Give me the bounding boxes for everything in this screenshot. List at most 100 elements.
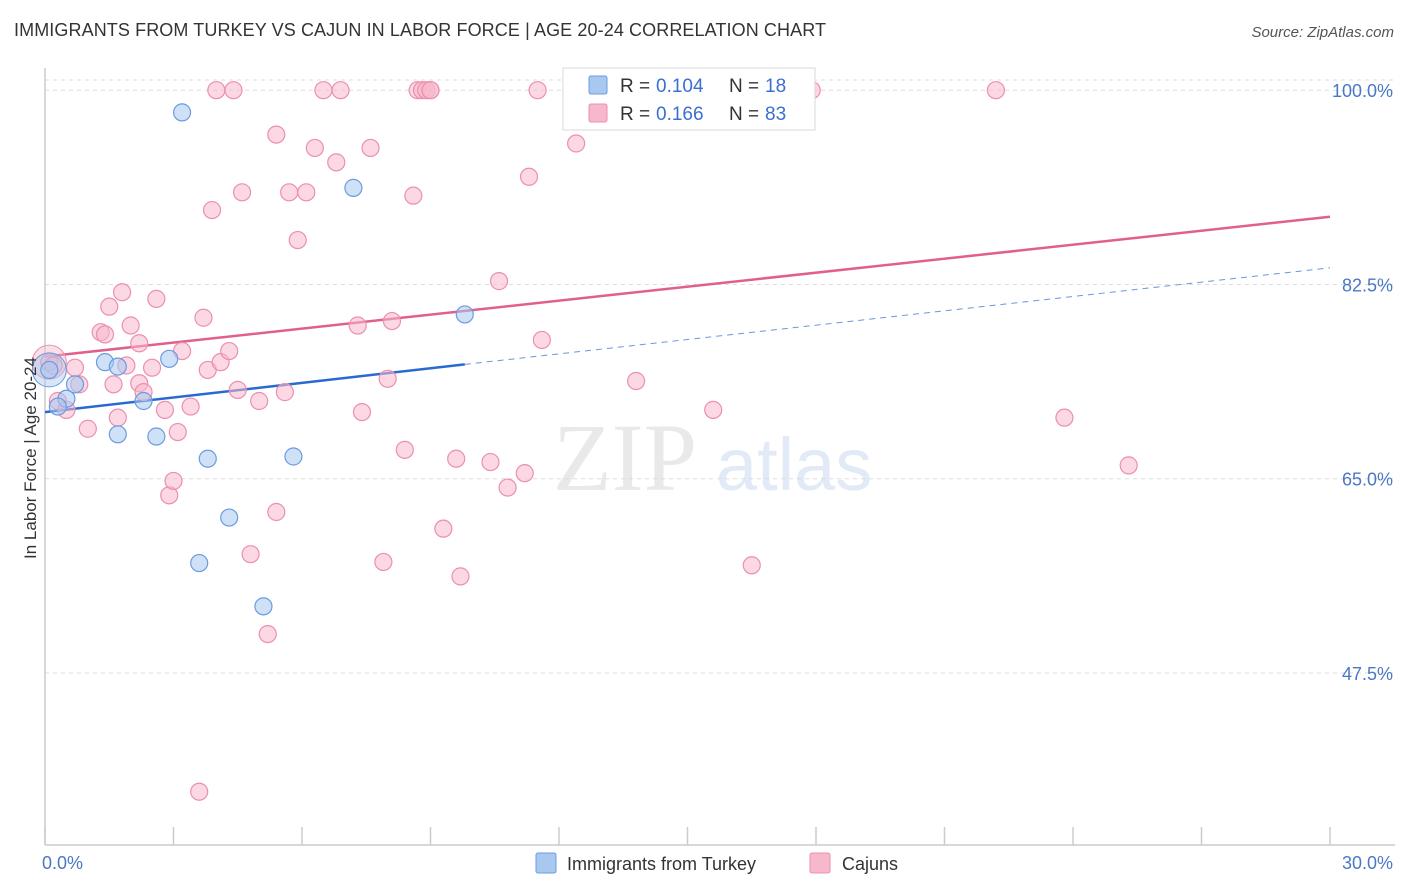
data-point-cajun [528, 81, 547, 100]
y-axis-label: In Labor Force | Age 20-24 [21, 357, 40, 559]
data-point-cajun [532, 330, 551, 350]
data-point-cajun [95, 325, 115, 344]
watermark-atlas: atlas [716, 423, 872, 506]
trend-line-cajun [44, 215, 1331, 358]
data-point-cajun [378, 369, 397, 388]
legend-n-value: 83 [765, 104, 786, 125]
watermark: ZIP atlas [553, 404, 872, 511]
data-point-cajun [986, 81, 1006, 100]
gridlines [45, 79, 1395, 674]
data-point-cajun [112, 283, 132, 302]
data-point-cajun [305, 138, 324, 158]
data-point-cajun [626, 371, 646, 391]
data-point-cajun [498, 478, 517, 497]
data-point-turkey [172, 103, 192, 122]
data-point-cajun [447, 449, 466, 468]
data-point-cajun [361, 138, 380, 158]
data-point-cajun [382, 311, 402, 331]
data-point-cajun [202, 200, 222, 220]
x-tick-label-min: 0.0% [42, 853, 83, 873]
data-point-cajun [130, 334, 149, 353]
data-point-turkey [344, 178, 363, 197]
data-point-cajun [190, 782, 209, 801]
data-point-cajun [220, 341, 239, 361]
data-point-cajun [421, 81, 440, 100]
source-label: Source: ZipAtlas.com [1251, 24, 1394, 41]
legend-n-label: N = [729, 104, 759, 125]
series-legend: Immigrants from Turkey Cajuns [535, 852, 898, 874]
data-point-turkey [455, 305, 474, 324]
data-point-cajun [519, 167, 539, 186]
data-point-turkey [147, 427, 166, 446]
data-point-cajun [207, 81, 226, 100]
data-point-cajun [515, 464, 534, 483]
data-point-turkey [40, 360, 59, 380]
legend-swatch-turkey [588, 75, 608, 95]
data-point-turkey [220, 508, 239, 527]
data-point-cajun [481, 452, 500, 472]
data-point-turkey [108, 357, 127, 376]
data-point-turkey [198, 449, 217, 468]
bottom-legend-swatch-turkey [535, 852, 557, 874]
data-point-cajun [348, 316, 367, 335]
data-point-cajun [314, 81, 333, 100]
data-point-turkey [48, 397, 67, 416]
trend-line-turkey [44, 363, 465, 414]
data-point-cajun [142, 358, 162, 377]
y-tick-label: 47.5% [1342, 664, 1393, 684]
data-point-cajun [742, 556, 761, 575]
legend-r-value: 0.166 [656, 104, 704, 125]
axes [44, 68, 1395, 846]
legend-r-label: R = [620, 76, 650, 97]
data-point-cajun [297, 183, 316, 202]
data-point-turkey [134, 391, 153, 411]
legend-n-label: N = [729, 76, 759, 97]
x-tick-label-max: 30.0% [1342, 853, 1393, 873]
trend-lines [44, 215, 1331, 414]
data-point-cajun [121, 316, 140, 335]
data-point-turkey [190, 553, 209, 573]
data-point-cajun [108, 408, 127, 427]
data-point-cajun [1055, 408, 1074, 427]
data-point-cajun [267, 502, 286, 522]
data-point-cajun [288, 230, 307, 250]
data-point-cajun [147, 289, 166, 308]
data-points [31, 81, 1138, 801]
data-point-cajun [327, 153, 346, 172]
legend-r-value: 0.104 [656, 76, 704, 97]
data-point-cajun [155, 400, 175, 419]
y-tick-label: 100.0% [1332, 81, 1393, 101]
legend-r-label: R = [620, 104, 650, 125]
chart-title: IMMIGRANTS FROM TURKEY VS CAJUN IN LABOR… [14, 20, 827, 40]
data-point-turkey [160, 349, 179, 368]
trend-line-ext-turkey [464, 267, 1331, 365]
data-point-cajun [1119, 456, 1138, 475]
data-point-cajun [250, 391, 269, 411]
data-point-cajun [241, 545, 260, 564]
watermark-zip: ZIP [553, 404, 697, 511]
data-point-cajun [65, 358, 85, 377]
y-tick-label: 65.0% [1342, 470, 1393, 490]
data-point-cajun [78, 419, 97, 438]
data-point-cajun [331, 81, 350, 100]
data-point-cajun [280, 183, 299, 202]
data-point-turkey [284, 447, 303, 466]
legend-swatch-cajun [588, 103, 608, 123]
bottom-legend-label-cajun: Cajuns [842, 854, 898, 874]
data-point-cajun [104, 375, 123, 394]
data-point-cajun [100, 297, 119, 316]
data-point-cajun [181, 397, 200, 416]
legend-n-value: 18 [765, 76, 786, 97]
data-point-cajun [704, 400, 723, 419]
data-point-cajun [395, 440, 414, 459]
data-point-cajun [275, 383, 294, 402]
data-point-cajun [267, 125, 286, 144]
bottom-legend-label-turkey: Immigrants from Turkey [567, 854, 756, 874]
data-point-cajun [352, 403, 372, 422]
data-point-cajun [224, 81, 243, 100]
bottom-legend-swatch-cajun [809, 852, 831, 874]
data-point-cajun [232, 183, 252, 202]
y-tick-label: 82.5% [1342, 275, 1393, 295]
data-point-cajun [194, 308, 213, 327]
